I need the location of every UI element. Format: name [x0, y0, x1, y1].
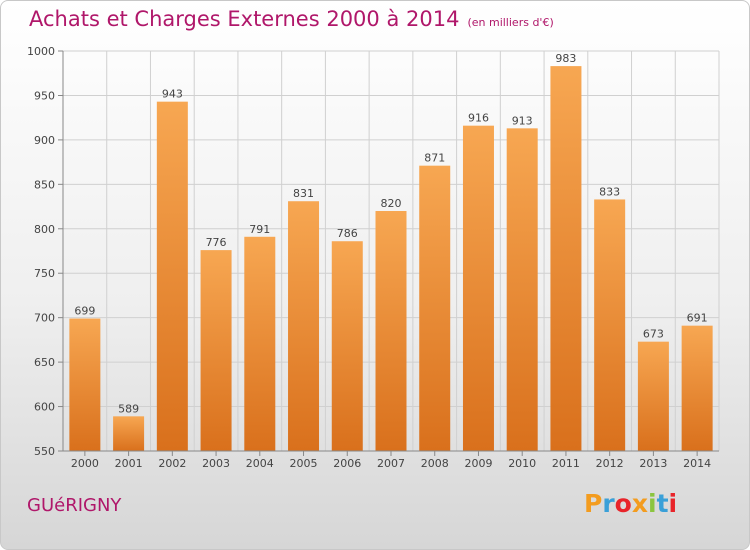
x-tick-label: 2005 — [290, 457, 318, 470]
y-tick-label: 650 — [34, 356, 55, 369]
logo-letter: r — [602, 489, 615, 518]
bar-value-label: 820 — [381, 197, 402, 210]
bar — [550, 66, 582, 451]
bar-value-label: 673 — [643, 328, 664, 341]
bar — [113, 416, 145, 451]
y-tick-label: 750 — [34, 267, 55, 280]
bar-value-label: 691 — [687, 312, 708, 325]
y-tick-label: 950 — [34, 89, 55, 102]
bar-value-label: 913 — [512, 114, 533, 127]
x-tick-label: 2006 — [333, 457, 361, 470]
y-tick-label: 1000 — [27, 45, 55, 58]
bar-value-label: 786 — [337, 227, 358, 240]
bar-value-label: 871 — [424, 152, 445, 165]
x-tick-label: 2014 — [683, 457, 711, 470]
proxiti-logo: Proxiti — [584, 489, 677, 518]
axes: 550 600 650 700 750 800 850 900 950 1000 2000 2001 2… — [27, 45, 719, 470]
x-tick-label: 2001 — [115, 457, 143, 470]
bar-value-label: 983 — [555, 52, 576, 65]
x-tick-label: 2010 — [508, 457, 536, 470]
logo-letter: i — [648, 489, 657, 518]
bar — [462, 125, 494, 452]
x-tick-label: 2012 — [596, 457, 624, 470]
bar — [506, 128, 538, 451]
y-tick-label: 700 — [34, 312, 55, 325]
bar-value-label: 831 — [293, 187, 314, 200]
bar — [244, 236, 276, 451]
town-name: GUéRIGNY — [27, 495, 122, 516]
logo-letter: P — [584, 489, 603, 518]
bar — [594, 199, 626, 451]
bar-value-label: 833 — [599, 185, 620, 198]
x-tick-label: 2011 — [552, 457, 580, 470]
bar — [681, 325, 713, 451]
y-tick-label: 800 — [34, 223, 55, 236]
logo-letter: x — [631, 489, 648, 518]
chart-subtitle: (en milliers d'€) — [467, 16, 554, 29]
bars: 699 589 943 776 791 831 786 820 871 916 913 983 833 6… — [69, 52, 713, 452]
bar-value-label: 916 — [468, 112, 489, 125]
bar — [288, 201, 320, 451]
bar — [419, 165, 451, 451]
x-tick-label: 2000 — [71, 457, 99, 470]
y-tick-label: 850 — [34, 178, 55, 191]
bar-value-label: 699 — [74, 305, 95, 318]
chart-title: Achats et Charges Externes 2000 à 2014 (e… — [29, 7, 554, 31]
bar — [331, 241, 363, 451]
bar — [200, 250, 232, 451]
bar-value-label: 791 — [249, 223, 270, 236]
bar — [375, 211, 407, 451]
bar — [156, 101, 188, 452]
x-tick-label: 2002 — [158, 457, 186, 470]
logo-letter: t — [656, 489, 669, 518]
x-tick-label: 2008 — [421, 457, 449, 470]
y-tick-label: 600 — [34, 401, 55, 414]
x-tick-label: 2007 — [377, 457, 405, 470]
bar — [637, 341, 669, 451]
logo-letter: o — [614, 489, 632, 518]
bar — [69, 318, 101, 451]
x-tick-label: 2013 — [639, 457, 667, 470]
y-tick-label: 550 — [34, 445, 55, 458]
bar-value-label: 776 — [206, 236, 227, 249]
x-tick-label: 2003 — [202, 457, 230, 470]
logo-letter: i — [668, 489, 678, 518]
x-tick-label: 2009 — [464, 457, 492, 470]
bar-value-label: 589 — [118, 402, 139, 415]
bar-value-label: 943 — [162, 88, 183, 101]
x-tick-label: 2004 — [246, 457, 274, 470]
y-tick-label: 900 — [34, 134, 55, 147]
